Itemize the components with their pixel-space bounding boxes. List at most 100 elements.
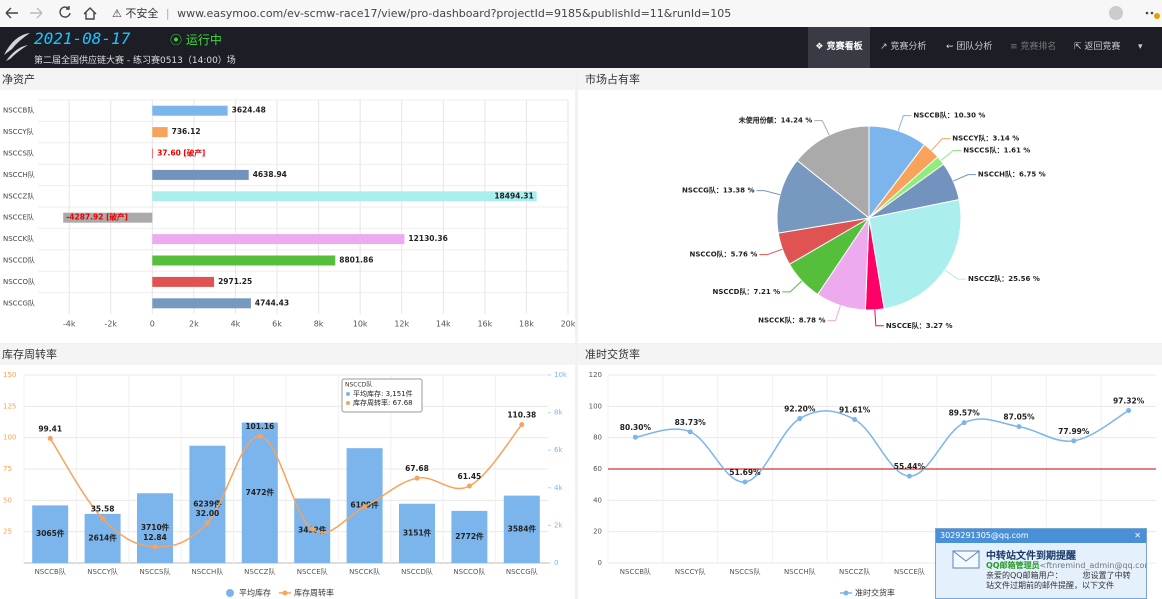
y-tick-label: 120: [589, 371, 602, 379]
legend-label: 平均库存: [239, 588, 271, 598]
line-point: [309, 526, 315, 532]
y2-tick-label: 4k: [554, 484, 563, 492]
logo-shape: [4, 33, 30, 61]
line: [635, 409, 1129, 483]
nav-text: 竞赛看板: [826, 42, 863, 52]
separator: |: [165, 7, 170, 20]
value-label: 83.73%: [675, 418, 707, 427]
slice-label: NSCCB队：10.30 %: [913, 111, 985, 120]
panel-header: [0, 70, 575, 90]
tooltip: [341, 378, 423, 413]
x-tick-label: NSCCS队: [730, 567, 761, 576]
leader-line: [814, 120, 830, 136]
slice-label: NSCCS队：1.61 %: [963, 145, 1030, 154]
menu-button[interactable]: [1145, 11, 1149, 15]
value-label: 12.84: [143, 533, 167, 542]
leader-line: [756, 190, 781, 196]
value-label: 32.00: [196, 509, 220, 518]
back-button[interactable]: [5, 7, 18, 19]
line-point: [152, 544, 158, 550]
y-tick-label: 20: [593, 528, 602, 536]
x-tick-label: NSCCY队: [675, 567, 706, 576]
sender-name: QQ邮箱管理员: [986, 561, 1040, 570]
value-label: 110.38: [507, 411, 536, 420]
line-point: [1071, 438, 1077, 444]
nav-item[interactable]: ❖ 竞赛看板: [808, 27, 870, 68]
y-tick-label: 0: [598, 559, 602, 567]
tooltip-line: 库存周转率: 67.68: [353, 398, 413, 407]
bar: [152, 255, 336, 266]
value-label: 61.45: [458, 472, 482, 481]
value-label: 35.58: [91, 504, 115, 513]
y-tick-label: 100: [3, 434, 16, 442]
panel-header: [0, 345, 575, 365]
line-point: [797, 416, 803, 422]
legend-label: 库存周转率: [294, 588, 334, 598]
value-label: 55.44%: [894, 462, 926, 471]
dropdown[interactable]: ▾: [1138, 42, 1143, 52]
x-tick-label: 10k: [353, 320, 368, 329]
y-tick-label: 50: [3, 496, 12, 504]
forward-button[interactable]: [30, 7, 43, 19]
slice-label: NSCCZ队：25.56 %: [968, 274, 1040, 283]
address-bar[interactable]: ⚠ 不安全 | www.easymoo.com/ev-scmw-race17/v…: [112, 0, 1002, 27]
legend-symbol: [843, 590, 849, 596]
bar: [152, 105, 228, 116]
value-label: 736.12: [172, 127, 201, 136]
line-point: [257, 433, 263, 439]
line-point: [204, 520, 210, 526]
line-point: [466, 483, 472, 489]
x-tick-label: 12k: [394, 320, 409, 329]
close-button[interactable]: ✕: [1134, 531, 1141, 540]
bar: [503, 495, 540, 563]
value-label: 80.30%: [620, 423, 652, 432]
nav-item[interactable]: ↗ 竞赛分析: [880, 42, 927, 52]
slice-label: NSCCG队：13.38 %: [682, 186, 755, 195]
x-tick-label: NSCCK队: [349, 567, 380, 576]
y-tick-label: NSCCK队: [3, 234, 34, 243]
value-label: 67.68: [405, 464, 429, 473]
line-point: [742, 479, 748, 485]
x-tick-label: NSCCO队: [453, 567, 485, 576]
value-label: 92.20%: [784, 405, 816, 414]
y2-tick-label: 0: [554, 559, 558, 567]
value-label: 37.60 [破产]: [157, 148, 205, 158]
notification-body: 亲爱的QQ邮箱用户： 您设置了中转站文件过期前的邮件提醒，以下文件: [986, 571, 1131, 590]
value-label: 7472件: [246, 487, 275, 497]
y-tick-label: 75: [3, 465, 12, 473]
slice-label: NSCCY队：3.14 %: [952, 134, 1019, 143]
nav-item[interactable]: ⇱ 返回竞赛: [1074, 42, 1121, 52]
y-tick-label: 25: [3, 528, 12, 536]
nav-item[interactable]: ≡ 竞赛排名: [1010, 42, 1057, 52]
reload-button[interactable]: [59, 6, 71, 18]
line: [49, 424, 523, 548]
slice-label: NSCCE队：3.27 %: [886, 321, 953, 330]
bar: [152, 276, 215, 287]
line-point: [906, 473, 912, 479]
profile-button[interactable]: [1109, 6, 1123, 20]
y-tick-label: NSCCS队: [3, 149, 34, 158]
line-point: [47, 435, 53, 441]
slice-label: NSCCK队：8.78 %: [758, 316, 825, 325]
value-label: 101.16: [245, 422, 274, 431]
notification: 3029291305@qq.com ✕ 中转站文件到期提醒 QQ邮箱管理员<ft…: [935, 528, 1147, 599]
browser-bar: ⚠ 不安全 | www.easymoo.com/ev-scmw-race17/v…: [0, 0, 1162, 28]
security-text: 不安全: [125, 7, 159, 20]
nav-item[interactable]: ⇜ 团队分析: [946, 42, 993, 52]
pie-slice: [776, 159, 871, 234]
x-tick-label: NSCCD队: [401, 567, 433, 576]
x-tick-label: NSCCB队: [620, 567, 651, 576]
line-point: [414, 475, 420, 481]
value-label: 3710件: [141, 522, 170, 532]
value-label: 6239件: [193, 498, 222, 508]
bar: [152, 234, 405, 245]
app-header: 2021-08-17 ⦿ 运行中 第二届全国供应链大赛 - 练习赛0513（14…: [0, 27, 1162, 68]
envelope-flap: [952, 550, 980, 562]
value-label: 3624.48: [232, 106, 266, 115]
x-tick-label: 8k: [314, 320, 324, 329]
line-point: [632, 434, 638, 440]
x-tick-label: NSCCE队: [894, 567, 925, 576]
home-button[interactable]: [83, 7, 97, 20]
panel-title: 市场占有率: [585, 72, 640, 86]
panel-header: [578, 345, 1162, 365]
